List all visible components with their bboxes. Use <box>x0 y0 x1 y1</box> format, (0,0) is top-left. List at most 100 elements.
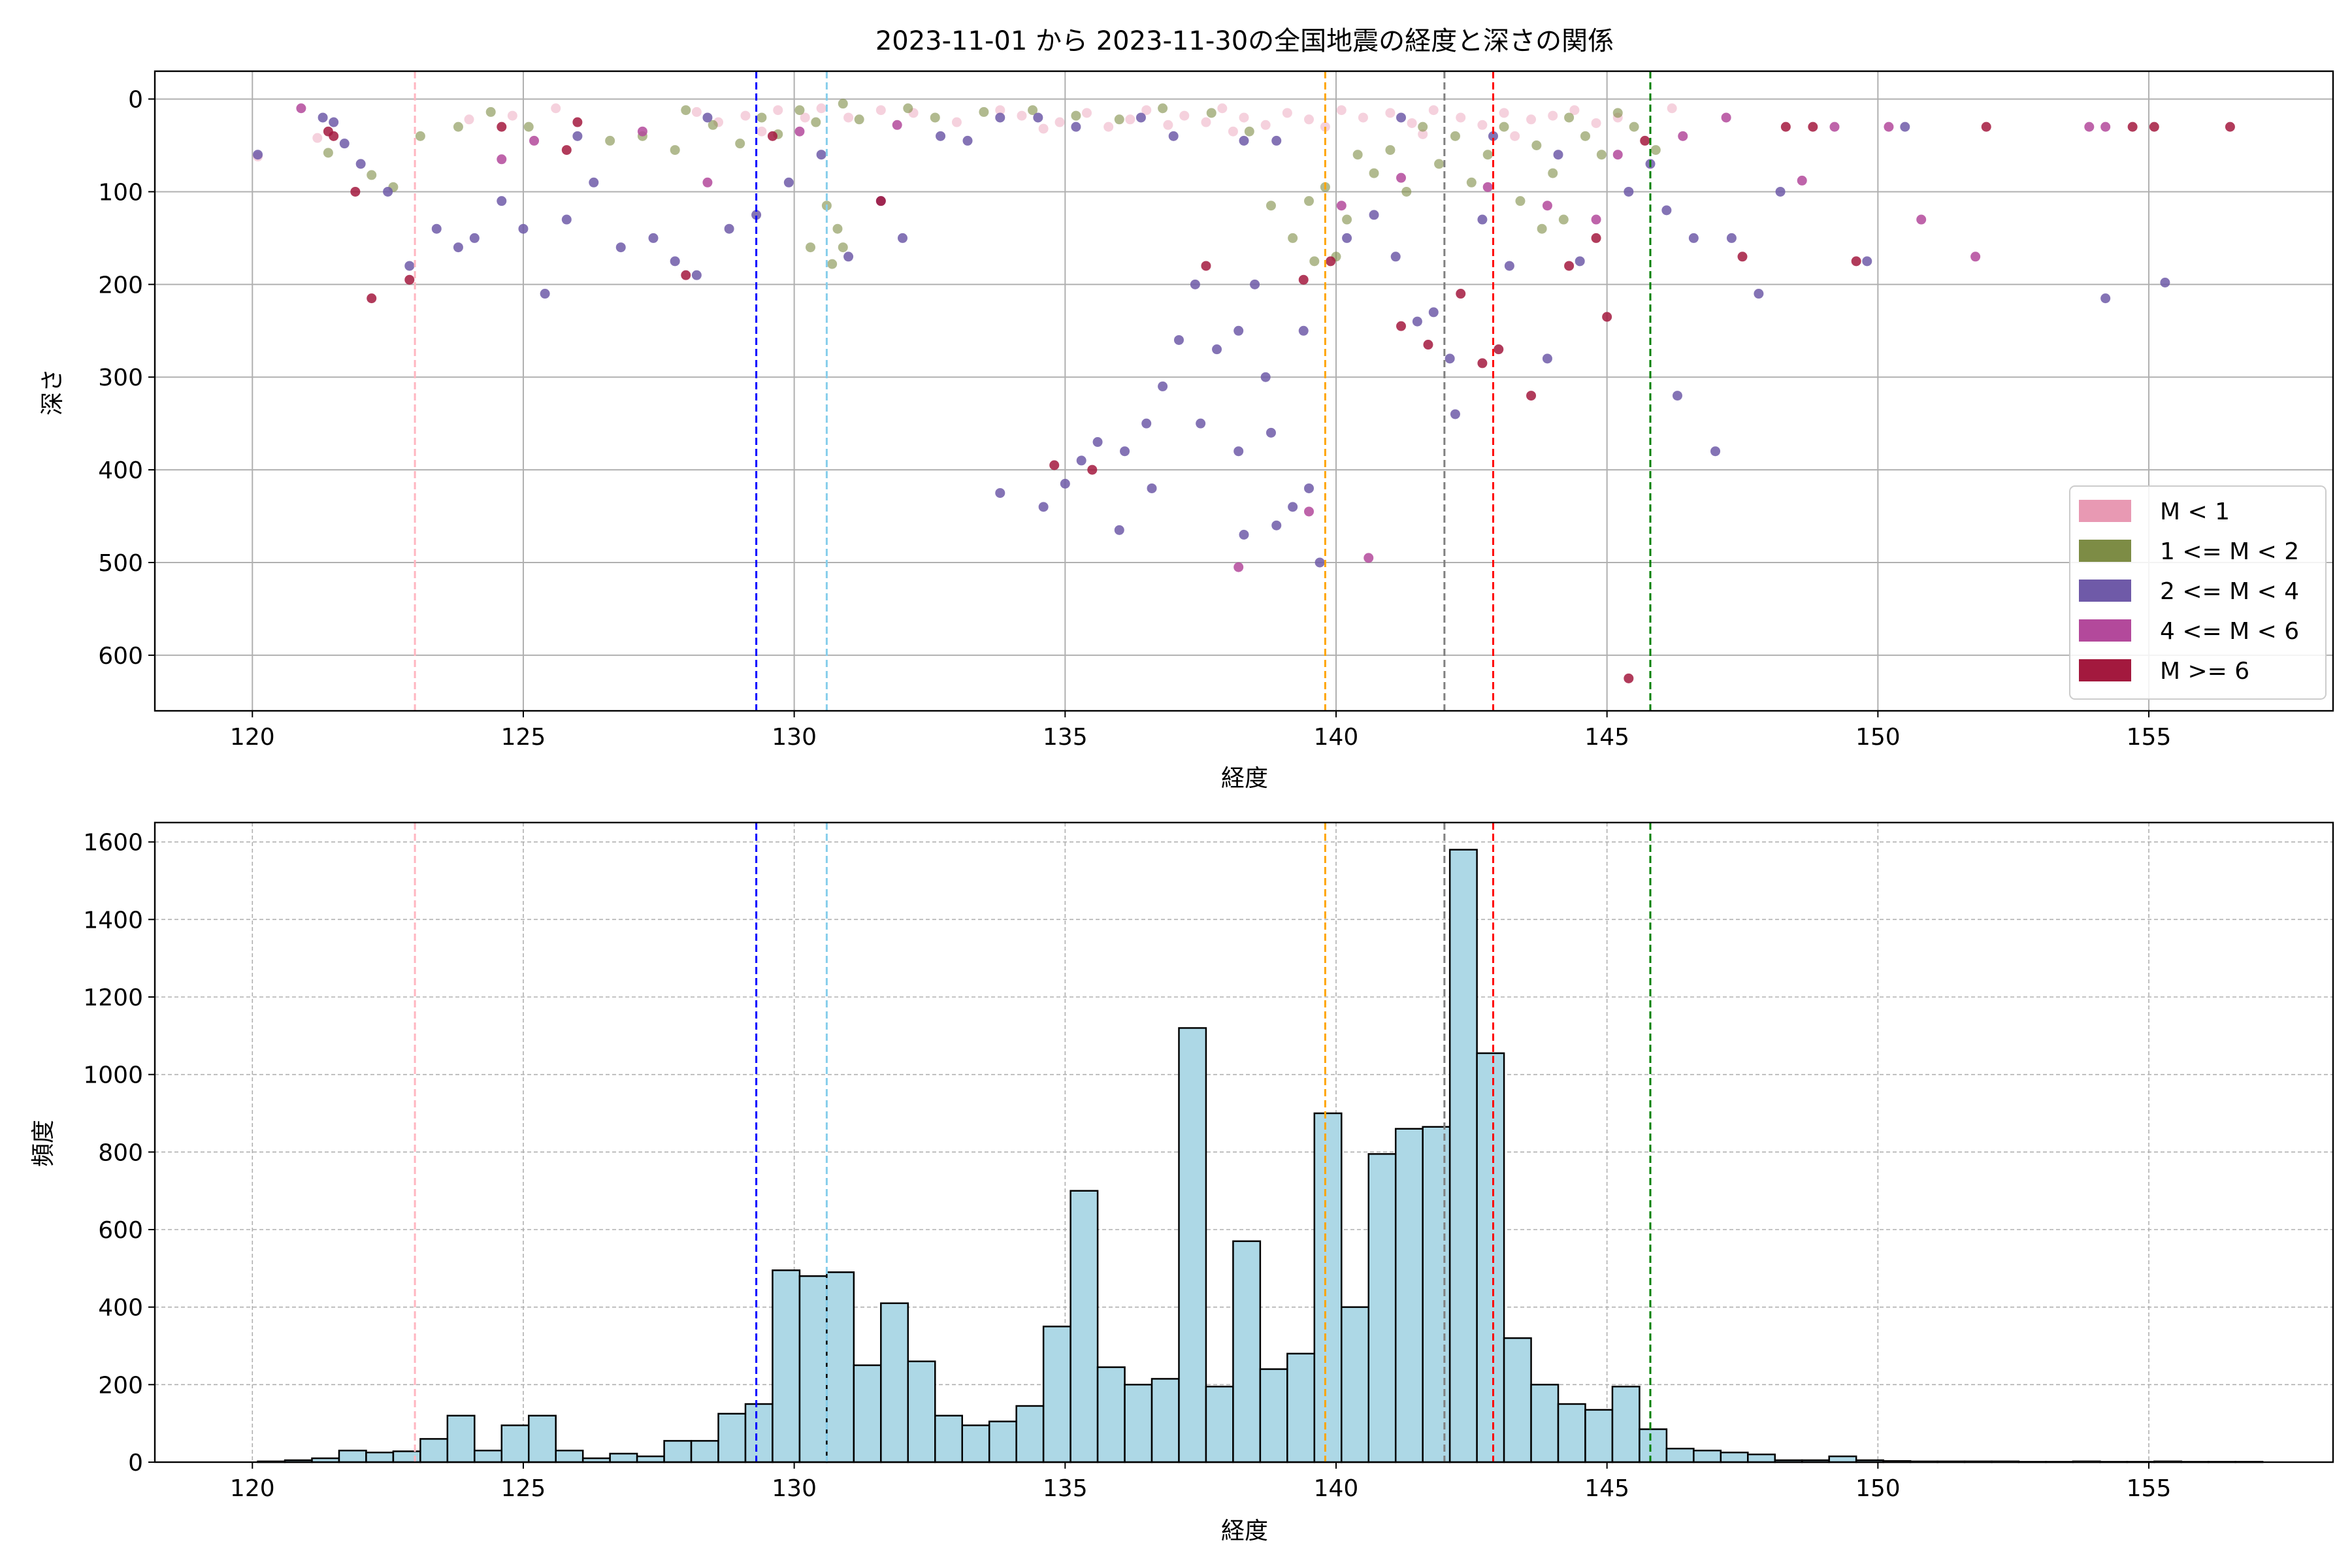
scatter-point <box>951 117 962 127</box>
histogram-x-tick-label: 125 <box>501 1475 546 1502</box>
scatter-point <box>253 150 263 160</box>
scatter-point <box>1553 150 1563 160</box>
scatter-point <box>2149 122 2159 132</box>
scatter-point <box>1315 557 1325 568</box>
scatter-point <box>1602 312 1612 322</box>
scatter-point <box>1141 105 1152 116</box>
scatter-point <box>1244 126 1254 137</box>
scatter-point <box>1309 256 1320 267</box>
scatter-point <box>757 126 767 137</box>
scatter-point <box>1147 483 1157 493</box>
scatter-point <box>1271 520 1282 531</box>
scatter-point <box>1304 483 1315 493</box>
scatter-y-tick-label: 400 <box>98 457 143 484</box>
histogram-y-tick-label: 400 <box>98 1295 143 1322</box>
scatter-point <box>1071 110 1081 121</box>
scatter-point <box>1488 131 1499 141</box>
scatter-x-tick-label: 135 <box>1043 724 1088 751</box>
scatter-point <box>1412 316 1422 327</box>
scatter-ticks: 120 125 130 135 140 145 150 155 0 100 200 300 400 500… <box>98 87 2171 751</box>
legend-swatch <box>2079 540 2131 562</box>
histogram-bar <box>1639 1428 1668 1463</box>
scatter-point <box>691 270 702 280</box>
histogram-bar <box>392 1450 421 1463</box>
scatter-point <box>497 122 507 132</box>
histogram-bar <box>1530 1384 1560 1463</box>
scatter-point <box>832 223 843 234</box>
scatter-point <box>1038 502 1049 512</box>
histogram-bar <box>1042 1326 1071 1463</box>
scatter-point <box>1141 418 1152 429</box>
scatter-point <box>615 242 626 253</box>
histogram-bar <box>1367 1153 1397 1463</box>
scatter-point <box>1754 289 1764 299</box>
scatter-point <box>2084 122 2095 132</box>
histogram-bar <box>1828 1455 1857 1463</box>
histogram-x-tick-label: 140 <box>1314 1475 1359 1502</box>
scatter-point <box>854 114 864 125</box>
scatter-point <box>1060 478 1070 489</box>
scatter-title: 2023-11-01 から 2023-11-30の全国地震の経度と深さの関係 <box>875 26 1614 56</box>
histogram-bar <box>1232 1240 1262 1463</box>
scatter-point <box>1970 252 1981 262</box>
histogram-bar <box>1394 1128 1424 1463</box>
scatter-point <box>1851 256 1861 267</box>
scatter-point <box>1336 201 1347 211</box>
histogram-x-tick-label: 135 <box>1043 1475 1088 1502</box>
histogram-bar <box>419 1438 449 1463</box>
scatter-point <box>318 112 328 123</box>
scatter-point <box>1423 340 1433 350</box>
scatter-point <box>1179 110 1190 121</box>
scatter-point <box>1298 274 1309 285</box>
scatter-point <box>355 159 366 169</box>
scatter-point <box>1612 108 1623 118</box>
scatter-point <box>1369 210 1379 220</box>
scatter-point <box>1548 110 1558 121</box>
scatter-point <box>979 106 989 117</box>
scatter-x-tick-label: 125 <box>501 724 546 751</box>
legend-label: 4 <= M < 6 <box>2160 618 2299 645</box>
scatter-point <box>572 117 583 127</box>
histogram-bar <box>1693 1449 1722 1463</box>
scatter-point <box>1542 201 1552 211</box>
scatter-point <box>1494 344 1504 355</box>
scatter-point <box>1629 122 1639 132</box>
scatter-point <box>367 170 377 180</box>
scatter-point <box>1569 105 1580 116</box>
histogram-bar <box>1720 1451 1749 1463</box>
scatter-point <box>1445 353 1455 364</box>
scatter-point <box>1190 279 1200 289</box>
scatter-point <box>2100 122 2111 132</box>
legend-label: 2 <= M < 4 <box>2160 578 2299 605</box>
scatter-point <box>1981 122 1991 132</box>
scatter-point <box>1401 186 1412 197</box>
scatter-point <box>1678 131 1688 141</box>
scatter-point <box>751 210 762 220</box>
scatter-point <box>453 122 463 132</box>
scatter-point <box>1624 186 1634 197</box>
histogram-bar <box>1503 1337 1532 1463</box>
scatter-point <box>1477 214 1488 225</box>
scatter-point <box>1369 168 1379 178</box>
histogram-bar <box>1070 1190 1099 1463</box>
scatter-point <box>1201 117 1211 127</box>
scatter-y-tick-label: 200 <box>98 272 143 299</box>
scatter-point <box>296 103 306 114</box>
histogram-bar <box>1178 1027 1207 1463</box>
scatter-point <box>1028 105 1038 116</box>
scatter-point <box>670 145 680 155</box>
scatter-point <box>1510 131 1520 141</box>
scatter-point <box>1260 372 1271 382</box>
scatter-point <box>1667 103 1677 114</box>
histogram-y-tick-label: 800 <box>98 1139 143 1166</box>
scatter-point <box>1017 110 1027 121</box>
scatter-point <box>637 126 647 137</box>
scatter-point <box>757 112 767 123</box>
scatter-point <box>1477 358 1488 368</box>
scatter-point <box>936 131 946 141</box>
histogram-bar <box>1557 1403 1586 1463</box>
histogram-x-axis-label: 経度 <box>1221 1518 1268 1544</box>
scatter-point <box>497 196 507 206</box>
scatter-point <box>329 117 339 127</box>
scatter-point <box>702 177 713 188</box>
